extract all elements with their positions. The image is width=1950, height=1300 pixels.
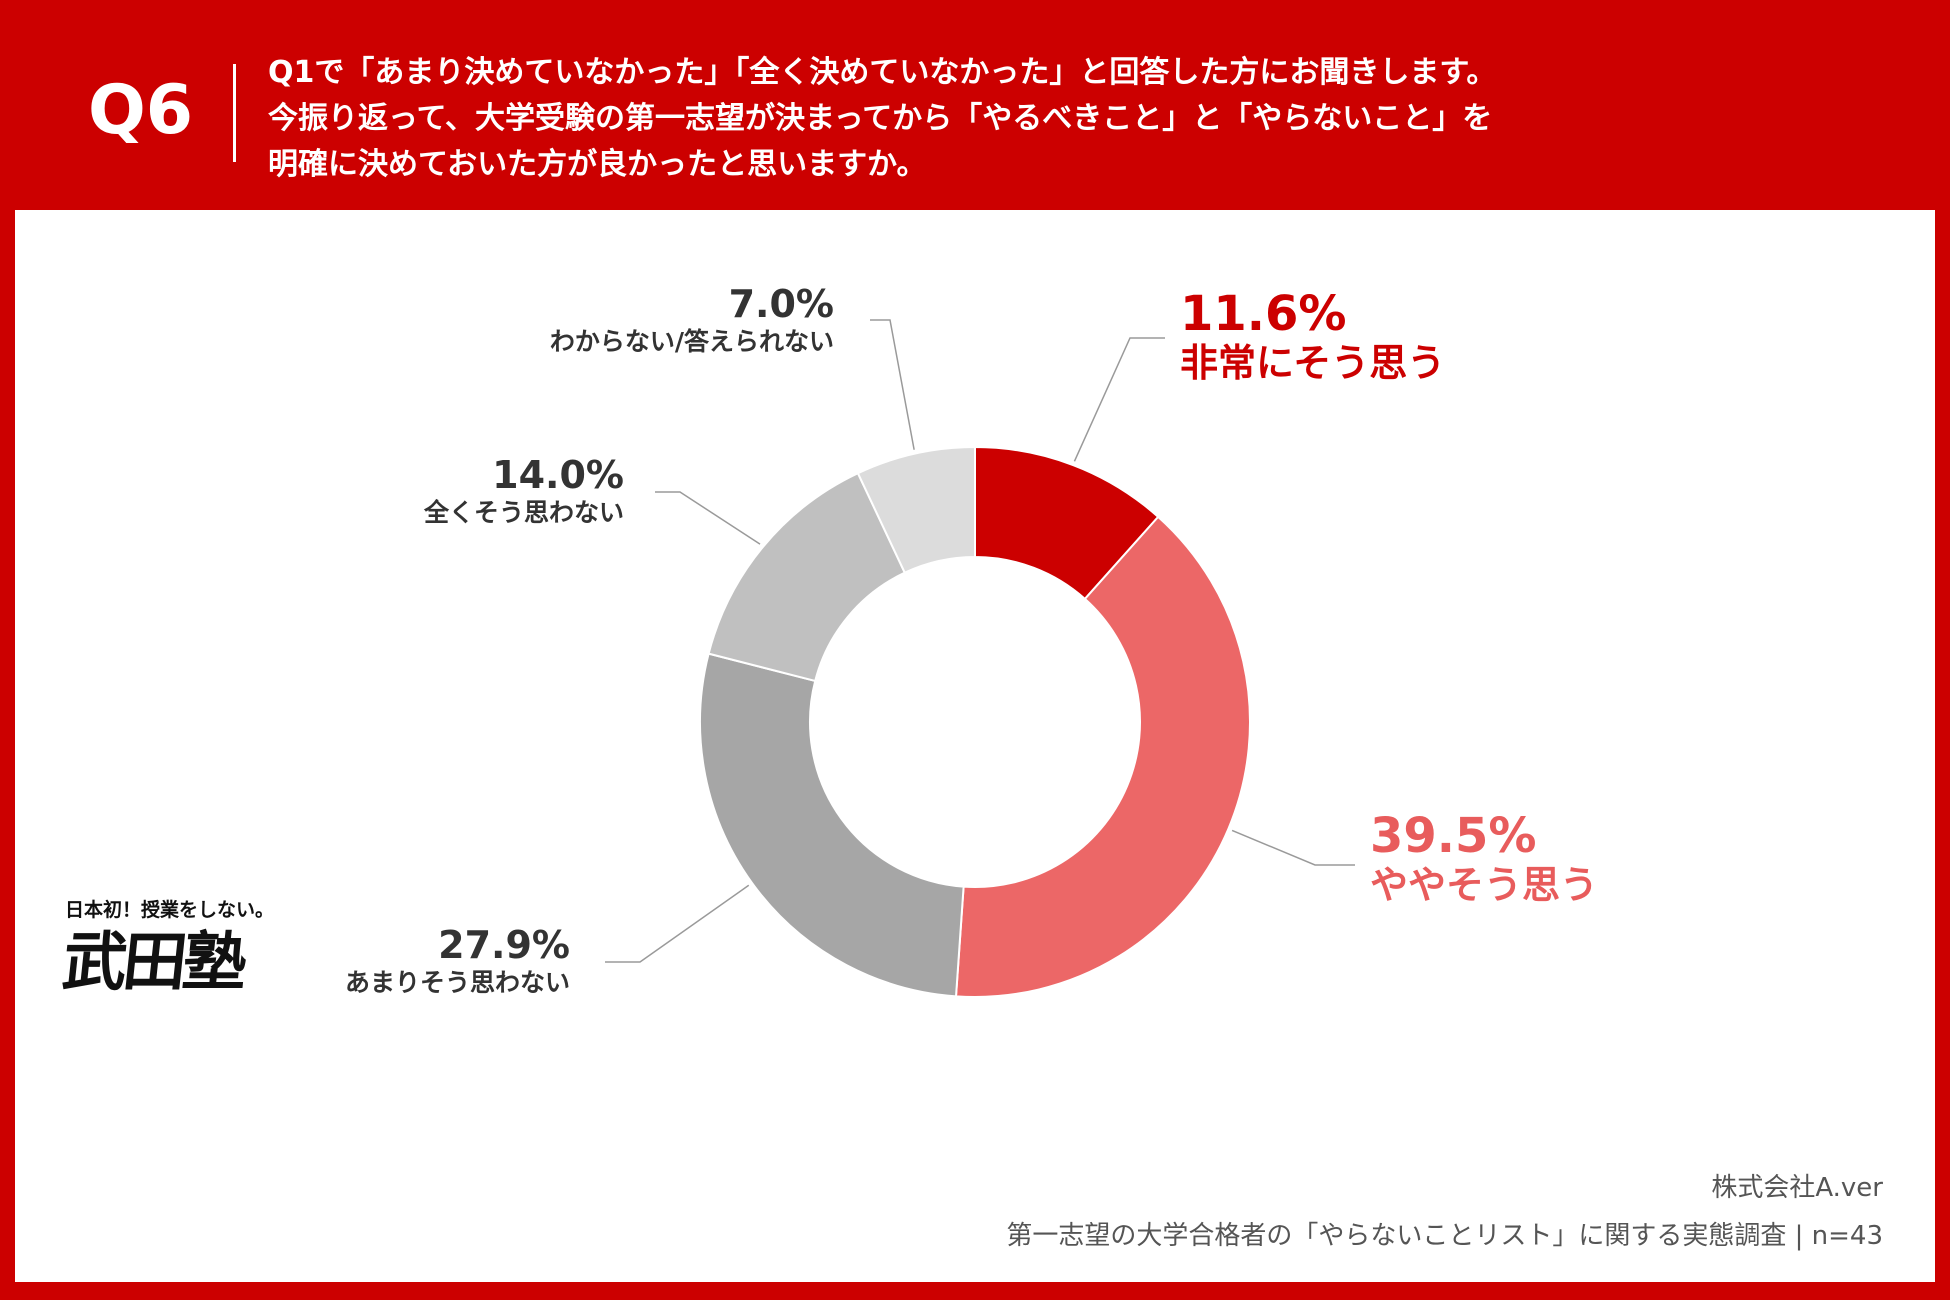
company-credit: 株式会社A.ver [1711,1173,1883,1203]
donut-slice [699,652,965,998]
header: Q6 Q1で「あまり決めていなかった」「全く決めていなかった」と回答した方にお聞… [0,0,1950,205]
leader-line [605,884,750,963]
logo-name: 武田塾 [59,925,247,1000]
slice-percent: 11.6% [1180,286,1347,342]
leader-line [655,491,761,545]
donut-slice [856,445,976,575]
slice-label-not-much: 27.9% あまりそう思わない [345,923,570,999]
slice-category: 全くそう思わない [423,498,624,527]
header-divider [233,64,236,162]
survey-credit: 第一志望の大学合格者の「やらないことリスト」に関する実態調査 | n=43 [1006,1221,1883,1251]
slice-label-strongly-agree: 11.6% 非常にそう思う [1180,288,1445,386]
logo-tagline: 日本初！授業をしない。 [65,899,275,921]
slice-percent: 27.9% [438,923,570,967]
takedajuku-logo: 日本初！授業をしない。 武田塾 逆転 [45,895,305,1020]
question-line: 今振り返って、大学受験の第一志望が決まってから「やるべきこと」と「やらないこと」… [268,101,1493,136]
donut-slice [954,515,1251,998]
slice-percent: 14.0% [492,453,624,497]
slice-percent: 39.5% [1370,808,1537,864]
slice-category: 非常にそう思う [1180,341,1446,385]
leader-line [870,319,915,450]
slice-category: わからない/答えられない [549,327,834,356]
chart-panel: 11.6% 非常にそう思う 39.5% ややそう思う 27.9% あまりそう思わ… [15,210,1935,1282]
donut-chart [605,319,1355,998]
slice-label-somewhat-agree: 39.5% ややそう思う [1370,810,1598,908]
slice-category: ややそう思う [1370,863,1599,907]
question-line: 明確に決めておいた方が良かったと思いますか。 [268,147,927,182]
question-number: Q6 [88,71,194,150]
leader-line [1231,829,1355,866]
question-text: Q1で「あまり決めていなかった」「全く決めていなかった」と回答した方にお聞きしま… [268,50,1908,188]
slice-category: あまりそう思わない [344,968,570,997]
question-line: Q1で「あまり決めていなかった」「全く決めていなかった」と回答した方にお聞きしま… [268,55,1497,90]
leader-line [1073,337,1165,462]
slice-label-dont-know: 7.0% わからない/答えられない [550,282,834,358]
slice-label-not-at-all: 14.0% 全くそう思わない [424,453,624,529]
slice-percent: 7.0% [728,282,834,326]
